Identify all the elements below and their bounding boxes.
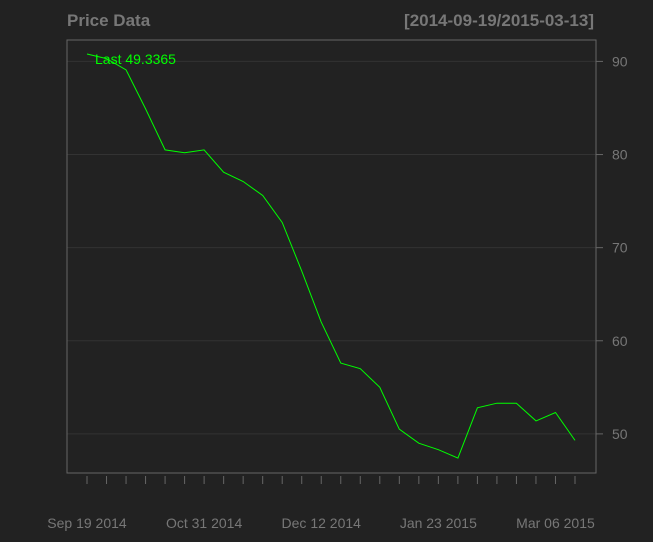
x-tick-label-1: Oct 31 2014 [166,515,242,531]
plot-frame [66,39,597,474]
x-tick-label-4: Mar 06 2015 [516,515,595,531]
price-series-line [86,53,576,459]
chart-title: Price Data [67,11,151,30]
x-tick-label-2: Dec 12 2014 [282,515,362,531]
grid-lines [67,60,596,435]
x-tick-label-3: Jan 23 2015 [400,515,477,531]
y-axis: 50 60 70 80 90 [596,53,628,442]
y-tick-label-90: 90 [612,53,628,69]
last-value-label: Last 49.3365 [95,51,176,67]
y-tick-label-50: 50 [612,426,628,442]
x-tick-label-0: Sep 19 2014 [47,515,127,531]
x-axis: Sep 19 2014 Oct 31 2014 Dec 12 2014 Jan 23 … [47,476,595,531]
y-tick-label-80: 80 [612,147,628,163]
y-tick-label-70: 70 [612,240,628,256]
chart-date-range: [2014-09-19/2015-03-13] [404,11,594,30]
y-tick-label-60: 60 [612,333,628,349]
